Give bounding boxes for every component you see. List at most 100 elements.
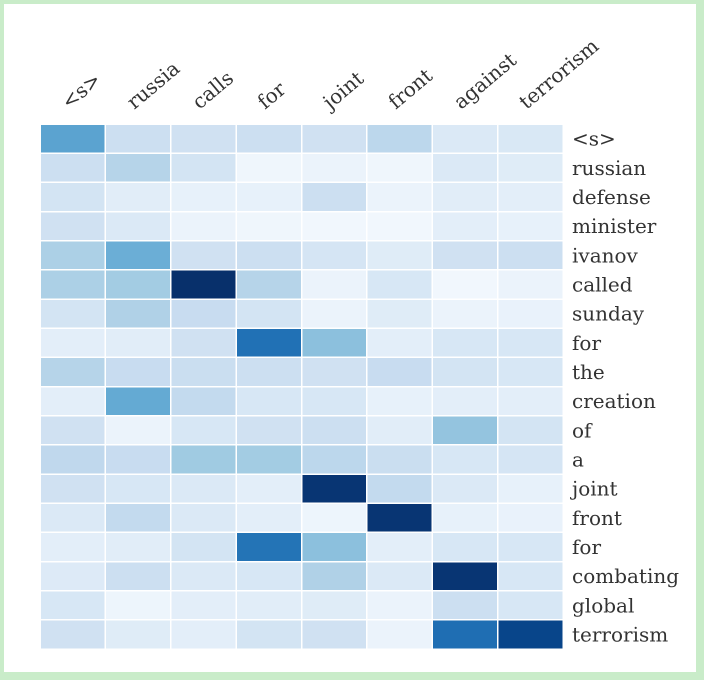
y-tick-label: sunday (572, 302, 645, 326)
heatmap-cell (171, 620, 236, 649)
x-tick-label: against (449, 48, 521, 114)
y-tick-label: terrorism (572, 622, 668, 646)
heatmap-cell (302, 503, 367, 532)
heatmap-cell (40, 183, 105, 211)
y-tick-label: called (572, 272, 633, 296)
heatmap-cell (236, 474, 301, 503)
x-tick-label: terrorism (514, 34, 603, 114)
heatmap-cell (40, 241, 105, 270)
heatmap-cell (236, 212, 301, 240)
heatmap-cell (433, 562, 497, 590)
heatmap-cell (367, 270, 432, 299)
heatmap-cell (302, 562, 367, 590)
heatmap-cell (171, 533, 236, 561)
heatmap-cell (302, 591, 367, 620)
heatmap-cell (498, 533, 563, 561)
heatmap-cell (106, 299, 170, 328)
heatmap-cell (498, 358, 563, 386)
heatmap-cell (367, 153, 432, 182)
heatmap-cell (498, 416, 563, 445)
y-tick-label: russian (572, 156, 646, 180)
heatmap-cell (367, 212, 432, 240)
heatmap-cell (236, 416, 301, 445)
heatmap-cell (171, 562, 236, 590)
heatmap-cell (433, 241, 497, 270)
y-tick-label: creation (572, 389, 656, 413)
heatmap-cell (433, 620, 497, 649)
heatmap-cell (433, 387, 497, 415)
heatmap-cell (433, 328, 497, 357)
y-tick-labels: <s> russian defense minister ivanov called sun… (570, 127, 679, 647)
heatmap-cell (498, 183, 563, 211)
heatmap-cell (171, 358, 236, 386)
heatmap-cell (498, 474, 563, 503)
heatmap-cell (106, 241, 170, 270)
heatmap-cells (40, 124, 563, 649)
heatmap-cell (40, 212, 105, 240)
heatmap-cell (40, 124, 105, 153)
heatmap-cell (171, 503, 236, 532)
heatmap-cell (367, 503, 432, 532)
heatmap-cell (302, 328, 367, 357)
y-tick-label: minister (572, 214, 657, 238)
heatmap-cell (171, 328, 236, 357)
heatmap-cell (171, 474, 236, 503)
heatmap-cell (433, 503, 497, 532)
heatmap-cell (106, 503, 170, 532)
heatmap-cell (433, 299, 497, 328)
heatmap-cell (40, 153, 105, 182)
heatmap-cell (302, 299, 367, 328)
heatmap-cell (302, 416, 367, 445)
heatmap-cell (106, 183, 170, 211)
y-tick-label: for (572, 331, 601, 355)
heatmap-cell (171, 445, 236, 474)
heatmap-cell (40, 299, 105, 328)
y-tick-label: a (572, 447, 584, 471)
heatmap-cell (367, 387, 432, 415)
heatmap-cell (236, 270, 301, 299)
heatmap-cell (236, 241, 301, 270)
heatmap-cell (106, 387, 170, 415)
heatmap-cell (171, 591, 236, 620)
y-tick-label: ivanov (572, 243, 639, 267)
heatmap-cell (106, 562, 170, 590)
heatmap-cell (236, 124, 301, 153)
heatmap-cell (106, 212, 170, 240)
heatmap-cell (236, 620, 301, 649)
heatmap-cell (367, 562, 432, 590)
heatmap-cell (367, 241, 432, 270)
heatmap-cell (106, 445, 170, 474)
heatmap-cell (498, 270, 563, 299)
heatmap-cell (433, 212, 497, 240)
heatmap-cell (367, 445, 432, 474)
heatmap-cell (236, 445, 301, 474)
heatmap-cell (236, 387, 301, 415)
heatmap-cell (40, 533, 105, 561)
heatmap-cell (498, 591, 563, 620)
heatmap-cell (40, 416, 105, 445)
heatmap-cell (236, 591, 301, 620)
heatmap-cell (40, 503, 105, 532)
heatmap-cell (302, 241, 367, 270)
y-tick-label: for (572, 535, 601, 559)
chart-frame: <s> russia calls for joint front against terror… (4, 4, 696, 672)
heatmap-cell (236, 503, 301, 532)
heatmap-cell (367, 620, 432, 649)
attention-heatmap: <s> russia calls for joint front againstterror… (40, 34, 679, 649)
heatmap-cell (367, 474, 432, 503)
heatmap-cell (433, 153, 497, 182)
heatmap-cell (498, 562, 563, 590)
heatmap-cell (106, 358, 170, 386)
heatmap-cell (236, 328, 301, 357)
heatmap-cell (498, 124, 563, 153)
y-tick-label: global (572, 593, 634, 617)
heatmap-cell (498, 620, 563, 649)
heatmap-cell (367, 533, 432, 561)
heatmap-cell (40, 358, 105, 386)
heatmap-cell (171, 212, 236, 240)
heatmap-cell (40, 387, 105, 415)
y-tick-label: the (572, 360, 605, 384)
heatmap-cell (433, 533, 497, 561)
heatmap-cell (302, 474, 367, 503)
heatmap-cell (236, 299, 301, 328)
